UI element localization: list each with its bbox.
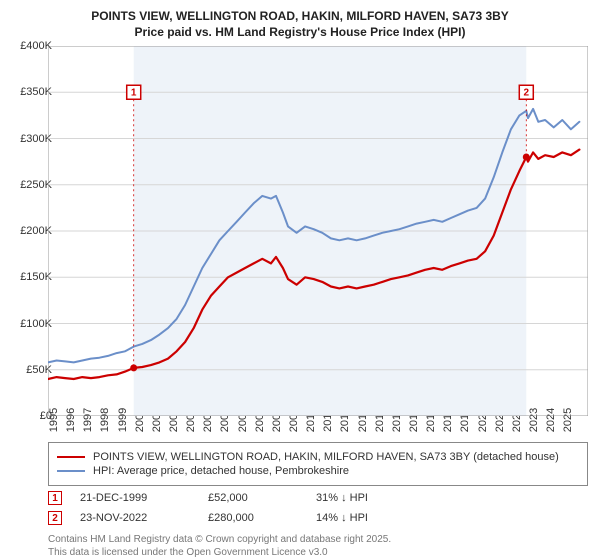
legend-item: HPI: Average price, detached house, Pemb…	[57, 465, 579, 477]
event-table: 1 21-DEC-1999 £52,000 31% ↓ HPI 2 23-NOV…	[48, 488, 588, 528]
legend-label: POINTS VIEW, WELLINGTON ROAD, HAKIN, MIL…	[93, 451, 559, 463]
chart-title: POINTS VIEW, WELLINGTON ROAD, HAKIN, MIL…	[0, 0, 600, 44]
event-row: 1 21-DEC-1999 £52,000 31% ↓ HPI	[48, 488, 588, 508]
event-delta: 14% ↓ HPI	[316, 512, 426, 524]
title-line-2: Price paid vs. HM Land Registry's House …	[10, 24, 590, 40]
title-line-1: POINTS VIEW, WELLINGTON ROAD, HAKIN, MIL…	[10, 8, 590, 24]
footer-line: This data is licensed under the Open Gov…	[48, 547, 588, 560]
legend-item: POINTS VIEW, WELLINGTON ROAD, HAKIN, MIL…	[57, 451, 579, 463]
event-price: £52,000	[208, 492, 298, 504]
legend-label: HPI: Average price, detached house, Pemb…	[93, 465, 349, 477]
event-marker-icon: 1	[48, 491, 62, 505]
chart-container: POINTS VIEW, WELLINGTON ROAD, HAKIN, MIL…	[0, 0, 600, 560]
event-date: 21-DEC-1999	[80, 492, 190, 504]
svg-text:1: 1	[131, 87, 137, 98]
event-price: £280,000	[208, 512, 298, 524]
footer: Contains HM Land Registry data © Crown c…	[48, 534, 588, 559]
svg-text:2: 2	[524, 87, 530, 98]
event-date: 23-NOV-2022	[80, 512, 190, 524]
plot-area: 12	[48, 46, 588, 416]
legend-swatch	[57, 470, 85, 472]
legend-swatch	[57, 456, 85, 458]
event-marker-icon: 2	[48, 511, 62, 525]
line-chart-svg: 12	[48, 46, 588, 416]
event-delta: 31% ↓ HPI	[316, 492, 426, 504]
event-row: 2 23-NOV-2022 £280,000 14% ↓ HPI	[48, 508, 588, 528]
footer-line: Contains HM Land Registry data © Crown c…	[48, 534, 588, 547]
legend: POINTS VIEW, WELLINGTON ROAD, HAKIN, MIL…	[48, 442, 588, 486]
